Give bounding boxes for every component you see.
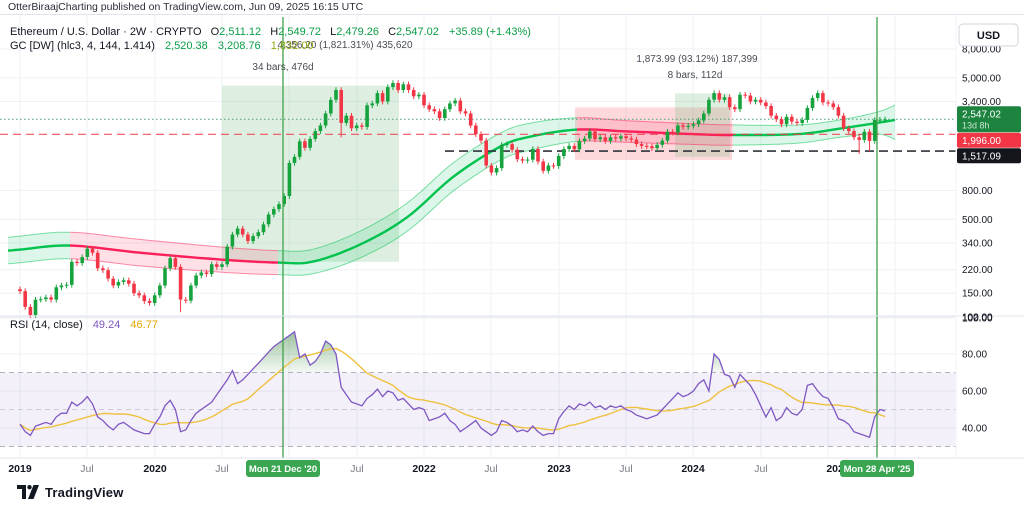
tradingview-brand[interactable]: TradingView <box>45 485 124 500</box>
price-chart-svg[interactable]: 4,356.20 (1,821.31%) 435,620 34 bars, 476… <box>0 15 1024 479</box>
price-tick-label: 800.00 <box>962 186 993 197</box>
svg-text:1,517.09: 1,517.09 <box>962 151 1001 162</box>
svg-text:Mon 28 Apr '25: Mon 28 Apr '25 <box>844 464 912 475</box>
time-tick-label: 2024 <box>681 463 705 475</box>
price-tick-label: 5,000.00 <box>962 73 1001 84</box>
time-axis-badge: Mon 28 Apr '25 <box>840 460 914 477</box>
rsi-axis[interactable]: 100.00 80.00 60.00 40.00 <box>962 313 993 435</box>
tradingview-logo-icon[interactable] <box>17 485 39 500</box>
time-tick-label: 2023 <box>547 463 571 475</box>
rsi-line <box>19 330 886 439</box>
rsi-pane[interactable] <box>0 330 956 447</box>
svg-text:4,356.20 (1,821.31%) 435,620: 4,356.20 (1,821.31%) 435,620 <box>277 40 413 51</box>
time-tick-label: Jul <box>80 463 93 475</box>
attribution-text: OtterBiraajCharting published on Trading… <box>8 1 364 13</box>
rsi-tick-label: 80.00 <box>962 350 987 361</box>
vertical-event-lines[interactable] <box>282 17 878 458</box>
time-tick-label: 2022 <box>412 463 436 475</box>
price-tick-label: 500.00 <box>962 215 993 226</box>
time-tick-label: 2019 <box>8 463 32 475</box>
rsi-tick-label: 40.00 <box>962 424 987 435</box>
price-tick-label: 102.00 <box>962 312 993 323</box>
price-axis-badge: 1,996.00 <box>957 132 1021 148</box>
price-tick-label: 340.00 <box>962 238 993 249</box>
footer: TradingView <box>0 479 1024 506</box>
svg-text:1,996.00: 1,996.00 <box>962 136 1001 147</box>
chart-area[interactable]: 4,356.20 (1,821.31%) 435,620 34 bars, 476… <box>0 14 1024 480</box>
time-tick-label: Jul <box>484 463 497 475</box>
time-tick-label: Jul <box>619 463 632 475</box>
rsi-tick-label: 60.00 <box>962 387 987 398</box>
highlight-boxes[interactable] <box>222 85 732 262</box>
rsi-ma-line <box>19 347 886 432</box>
rsi-tick-label: 100.00 <box>962 313 993 324</box>
svg-text:Mon 21 Dec '20: Mon 21 Dec '20 <box>249 464 317 475</box>
price-tick-label: 150.00 <box>962 289 993 300</box>
price-tick-label: 8,000.00 <box>962 45 1001 56</box>
time-tick-label: 2020 <box>143 463 167 475</box>
price-tick-label: 220.00 <box>962 265 993 276</box>
svg-text:USD: USD <box>977 30 1000 42</box>
svg-text:1,873.99 (93.12%) 187,399: 1,873.99 (93.12%) 187,399 <box>636 54 758 65</box>
svg-text:13d 8h: 13d 8h <box>962 120 990 130</box>
currency-usd-button[interactable]: USD <box>958 23 1019 47</box>
time-axis[interactable]: 2019 Jul 2020 Jul Jul 2022 Jul 2023 Jul 2024 Jul 20… <box>8 460 914 477</box>
svg-text:8 bars, 112d: 8 bars, 112d <box>668 70 723 81</box>
price-tick-label: 100.00 <box>962 314 993 325</box>
time-tick-label: Jul <box>754 463 767 475</box>
price-axis-badge: 1,517.09 <box>957 148 1021 164</box>
svg-text:34 bars, 476d: 34 bars, 476d <box>252 62 313 73</box>
time-tick-label: Jul <box>215 463 228 475</box>
price-axis[interactable]: 8,000.00 5,000.00 3,400.00 800.00 500.00 340.… <box>957 23 1021 325</box>
candles <box>18 80 887 318</box>
svg-text:2,547.02: 2,547.02 <box>962 109 1001 120</box>
measure-annotations: 4,356.20 (1,821.31%) 435,620 34 bars, 476… <box>252 40 758 81</box>
time-tick-label: Jul <box>350 463 363 475</box>
price-tick-label: 3,400.00 <box>962 97 1001 108</box>
gridlines <box>0 15 956 458</box>
time-axis-badge: Mon 21 Dec '20 <box>246 460 320 477</box>
